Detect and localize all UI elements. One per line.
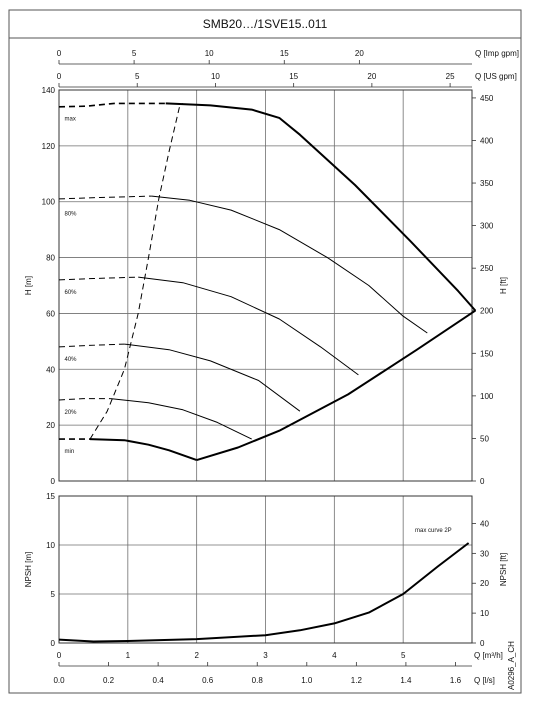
curve-20%-solid — [110, 398, 252, 440]
y-tick-label-left: 20 — [46, 421, 55, 430]
curve-20%-dashed — [58, 398, 111, 401]
y-tick-label-right: 250 — [480, 264, 494, 273]
y-tick-label-left: 15 — [46, 492, 55, 501]
y-tick-label-right: 200 — [480, 307, 494, 316]
chart-title: SMB20…/1SVE15..011 — [203, 17, 328, 31]
bottom-axis-tick-label: 3 — [263, 651, 268, 660]
top-axis-tick-label: 10 — [205, 49, 214, 58]
y-tick-label-left: 0 — [51, 639, 56, 648]
y-tick-label-left: 5 — [51, 590, 56, 599]
top-axis-tick-label: 5 — [132, 49, 137, 58]
y-tick-label-left: 0 — [51, 477, 56, 486]
bottom-axis-tick-label: 0.2 — [103, 676, 115, 685]
y-tick-label-right: 400 — [480, 136, 494, 145]
bottom-axis-tick-label: 1.6 — [450, 676, 462, 685]
y-tick-label-right: 10 — [480, 609, 489, 618]
curve-max-dashed — [58, 102, 166, 108]
drawing-code: A0296_A_CH — [507, 641, 516, 690]
top-axis-tick-label: 25 — [446, 72, 455, 81]
bottom-axis-tick-label: 1 — [126, 651, 131, 660]
y-tick-label-right: 20 — [480, 579, 489, 588]
bottom-axis-label: Q [m³/h] — [474, 651, 503, 660]
top-axis-label: Q [US gpm] — [475, 72, 517, 81]
y-tick-label-left: 80 — [46, 254, 55, 263]
top-axis-tick-label: 20 — [355, 49, 364, 58]
curve-60%-dashed — [58, 276, 139, 281]
curve-80%-dashed — [58, 195, 152, 200]
bottom-axis-tick-label: 5 — [401, 651, 406, 660]
npsh-panel: 0 5 10 15 NPSH [m] 0 10 20 30 40 NPSH [ft] 0 1 2 3 4 5 Q … — [24, 492, 508, 685]
y-tick-label-right: 0 — [480, 639, 485, 648]
top-axis-label: Q [Imp gpm] — [475, 49, 519, 58]
curve-80%-solid — [151, 195, 428, 334]
y-tick-label-left: 10 — [46, 541, 55, 550]
bottom-axis-tick-label: 1.0 — [301, 676, 313, 685]
outer-frame — [8, 9, 522, 694]
y-axis-label-left: H [m] — [24, 276, 33, 295]
curve-min-solid — [89, 438, 198, 462]
curve-40%-dashed — [58, 343, 125, 348]
y-tick-label-right: 100 — [480, 392, 494, 401]
y-tick-label-right: 0 — [480, 477, 485, 486]
y-axis-label-right: H [ft] — [499, 277, 508, 294]
y-tick-label-left: 140 — [42, 86, 56, 95]
y-tick-label-right: 450 — [480, 94, 494, 103]
curve-label: 20% — [65, 410, 78, 416]
y-axis-label-left: NPSH [m] — [24, 552, 33, 588]
top-axis-tick-label: 0 — [57, 72, 62, 81]
y-tick-label-left: 60 — [46, 309, 55, 318]
top-axis-tick-label: 15 — [280, 49, 289, 58]
top-axis-tick-label: 5 — [135, 72, 140, 81]
bottom-axis-tick-label: 0.0 — [53, 676, 65, 685]
bottom-axis-tick-label: 1.4 — [400, 676, 412, 685]
bottom-axis-tick-label: 0.6 — [202, 676, 214, 685]
curve-label: 40% — [65, 357, 78, 363]
npsh-annotation: max curve 2P — [415, 528, 452, 534]
y-tick-label-right: 40 — [480, 519, 489, 528]
y-tick-label-right: 50 — [480, 434, 489, 443]
curve-label: max — [65, 117, 76, 123]
curve-60%-solid — [138, 276, 359, 376]
bottom-plot-frame — [58, 495, 473, 644]
bottom-axis-tick-label: 1.2 — [351, 676, 363, 685]
top-plot-frame — [58, 89, 473, 482]
y-tick-label-left: 40 — [46, 365, 55, 374]
bottom-axis-tick-label: 0.4 — [153, 676, 165, 685]
bottom-axis-tick-label: 0 — [57, 651, 62, 660]
bottom-axis-tick-label: 4 — [332, 651, 337, 660]
curve-min-to-max-limit-dashed — [89, 103, 184, 440]
y-tick-label-right: 30 — [480, 549, 489, 558]
curve-label: 60% — [65, 290, 78, 296]
top-axis-tick-label: 0 — [57, 49, 62, 58]
y-tick-label-right: 150 — [480, 349, 494, 358]
y-tick-label-right: 350 — [480, 179, 494, 188]
curve-max-limit-solid — [196, 309, 476, 462]
curve-40%-solid — [124, 343, 301, 412]
curve-label: min — [65, 449, 75, 455]
bottom-axis-tick-label: 0.8 — [252, 676, 264, 685]
top-axis-tick-label: 15 — [289, 72, 298, 81]
y-tick-label-left: 120 — [42, 142, 56, 151]
y-tick-label-left: 100 — [42, 198, 56, 207]
y-tick-label-right: 300 — [480, 222, 494, 231]
y-axis-label-right: NPSH [ft] — [499, 553, 508, 586]
curve-label: 80% — [65, 212, 78, 218]
npsh-curve-line — [58, 542, 470, 643]
curve-max-solid — [165, 102, 477, 312]
bottom-axis-tick-label: 2 — [194, 651, 199, 660]
bottom-axis-label: Q [l/s] — [474, 676, 495, 685]
top-axis-tick-label: 20 — [367, 72, 376, 81]
top-axis-tick-label: 10 — [211, 72, 220, 81]
